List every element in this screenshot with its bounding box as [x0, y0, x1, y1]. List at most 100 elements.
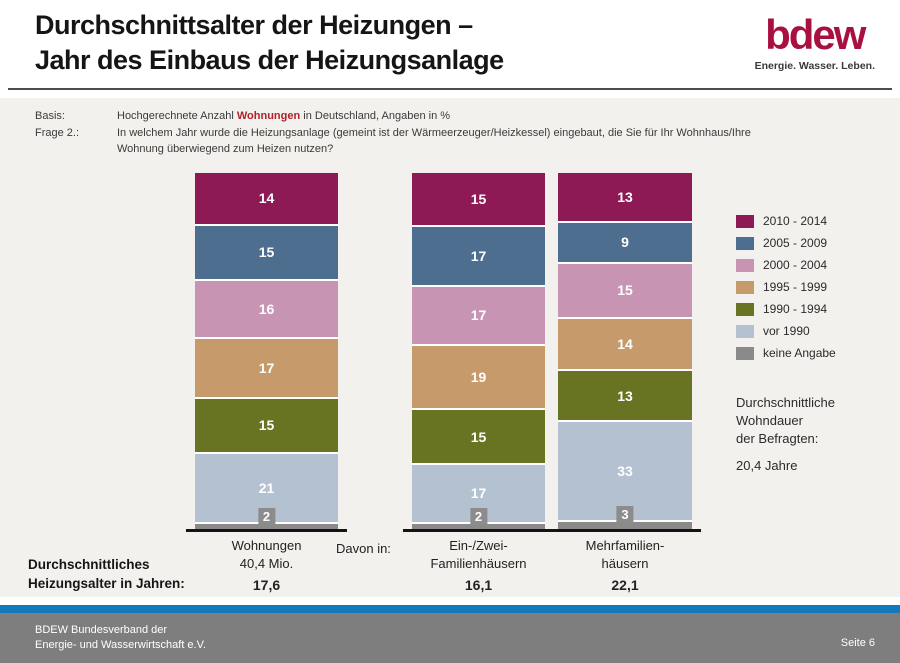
page-title: Durchschnittsalter der Heizungen – Jahr …	[35, 8, 504, 78]
legend-swatch	[736, 280, 754, 294]
legend-item: 2005 - 2009	[736, 236, 836, 250]
bar-segment: 15	[412, 173, 545, 226]
segment-value-label: 2	[469, 508, 488, 526]
legend-item: 2000 - 2004	[736, 258, 836, 272]
segment-value-label: 13	[617, 387, 633, 404]
page-title-line1: Durchschnittsalter der Heizungen –	[35, 10, 473, 40]
legend-item: 1995 - 1999	[736, 280, 836, 294]
segment-value-label: 15	[617, 282, 633, 299]
category-average-value: 16,1	[464, 577, 493, 594]
category-label: Mehrfamilien-häusern 22,1	[553, 537, 697, 595]
legend-swatch	[736, 214, 754, 228]
category-label-line: 40,4 Mio.	[239, 555, 294, 571]
basis-text-prefix: Hochgerechnete Anzahl	[117, 110, 237, 122]
legend-label: 2010 - 2014	[763, 214, 828, 228]
stacked-bar: 14 15 16 17 15 21 2	[195, 173, 338, 529]
wohndauer-note-line1: Durchschnittliche	[736, 395, 835, 410]
footer: BDEW Bundesverband der Energie- und Wass…	[0, 613, 900, 663]
frage-text-line2: Wohnung überwiegend zum Heizen nutzen?	[117, 143, 334, 155]
segment-value-label: 14	[258, 190, 275, 207]
category-average-value: 22,1	[611, 577, 639, 594]
category-label-line: Mehrfamilien-	[585, 538, 665, 553]
legend-swatch	[736, 258, 754, 272]
bar-segment: 19	[412, 346, 545, 409]
bar-segment: 15	[195, 398, 338, 452]
segment-value-label: 15	[470, 428, 487, 445]
segment-value-label: 3	[616, 505, 634, 523]
bdew-logo-wordmark: bdew	[765, 11, 866, 58]
legend-item: 1990 - 1994	[736, 302, 836, 316]
averages-caption-line1: Durchschnittliches	[28, 557, 150, 572]
legend-label: 2000 - 2004	[763, 258, 828, 272]
category-label-line: Ein-/Zwei-	[449, 538, 508, 553]
bar-segment: 3	[558, 505, 692, 529]
segment-value-label: 9	[621, 234, 629, 251]
segment-value-label: 15	[258, 244, 275, 261]
legend-item: keine Angabe	[736, 346, 836, 360]
stacked-bar: 13 9 15 14 13 33 3	[558, 173, 692, 529]
basis-text: Hochgerechnete Anzahl Wohnungen in Deuts…	[117, 108, 450, 125]
segment-value-label: 21	[258, 480, 275, 496]
category-label-line: Familienhäusern	[430, 555, 527, 571]
segment-value-label: 13	[617, 189, 633, 206]
bar-segment: 9	[558, 223, 692, 262]
wohndauer-note: Durchschnittliche Wohndauer der Befragte…	[736, 394, 835, 475]
footer-org: BDEW Bundesverband der Energie- und Wass…	[35, 623, 206, 654]
axis-baseline	[403, 529, 554, 532]
bdew-logo: bdew Energie. Wasser. Leben.	[755, 11, 875, 73]
basis-text-suffix: in Deutschland, Angaben in %	[300, 110, 451, 122]
basis-row: Basis: Hochgerechnete Anzahl Wohnungen i…	[35, 108, 751, 125]
legend-label: 1990 - 1994	[763, 302, 828, 316]
category-label-line: Wohnungen	[231, 538, 302, 553]
footer-org-line2: Energie- und Wasserwirtschaft e.V.	[35, 639, 206, 651]
bar-segment: 13	[558, 173, 692, 222]
legend: 2010 - 2014 2005 - 2009 2000 - 2004 1995 - …	[736, 214, 836, 368]
category-label-line: häusern	[601, 555, 649, 571]
frage-label: Frage 2.:	[35, 126, 80, 139]
legend-swatch	[736, 236, 754, 250]
legend-swatch	[736, 346, 754, 360]
bar-segment: 16	[195, 280, 338, 337]
bar-segment: 33	[558, 421, 692, 520]
bar-segment: 14	[558, 318, 692, 370]
survey-meta: Basis: Hochgerechnete Anzahl Wohnungen i…	[35, 108, 751, 158]
segment-value-label: 33	[617, 462, 633, 479]
legend-label: 2005 - 2009	[763, 236, 828, 250]
wohndauer-value: 20,4 Jahre	[736, 457, 798, 473]
basis-label: Basis:	[35, 110, 65, 122]
wohndauer-note-line3: der Befragten:	[736, 431, 819, 447]
category-label: Wohnungen 40,4 Mio. 17,6	[190, 537, 343, 595]
segment-value-label: 2	[257, 508, 276, 526]
bar-segment: 2	[412, 508, 545, 529]
bar-segment: 15	[558, 263, 692, 317]
stacked-bar: 15 17 17 19 15 17 2	[412, 173, 545, 529]
segment-value-label: 17	[470, 485, 487, 502]
axis-baseline	[186, 529, 347, 532]
segment-value-label: 15	[258, 417, 275, 434]
segment-value-label: 14	[617, 336, 633, 353]
bar-segment: 15	[195, 225, 338, 279]
bar-segment: 17	[412, 227, 545, 285]
averages-caption-line2: Heizungsalter in Jahren:	[28, 575, 185, 591]
legend-swatch	[736, 324, 754, 338]
legend-label: 1995 - 1999	[763, 280, 828, 294]
bar-segment: 2	[195, 508, 338, 529]
legend-label: keine Angabe	[763, 346, 836, 360]
averages-caption: Durchschnittliches Heizungsalter in Jahr…	[28, 556, 185, 594]
segment-value-label: 17	[470, 248, 487, 265]
category-average-value: 17,6	[252, 577, 281, 594]
frage-text: In welchem Jahr wurde die Heizungsanlage…	[117, 125, 751, 158]
segment-value-label: 16	[258, 300, 275, 317]
wohndauer-note-line2: Wohndauer	[736, 413, 803, 429]
segment-value-label: 19	[470, 369, 487, 386]
footer-accent-stripe	[0, 605, 900, 613]
page-number: Seite 6	[840, 636, 875, 649]
legend-item: 2010 - 2014	[736, 214, 836, 228]
basis-text-highlight: Wohnungen	[236, 110, 301, 122]
footer-org-line1: BDEW Bundesverband der	[35, 623, 168, 636]
segment-value-label: 15	[470, 191, 487, 208]
page-title-line2: Jahr des Einbaus der Heizungsanlage	[35, 45, 504, 76]
legend-item: vor 1990	[736, 324, 836, 338]
legend-label: vor 1990	[763, 324, 810, 338]
